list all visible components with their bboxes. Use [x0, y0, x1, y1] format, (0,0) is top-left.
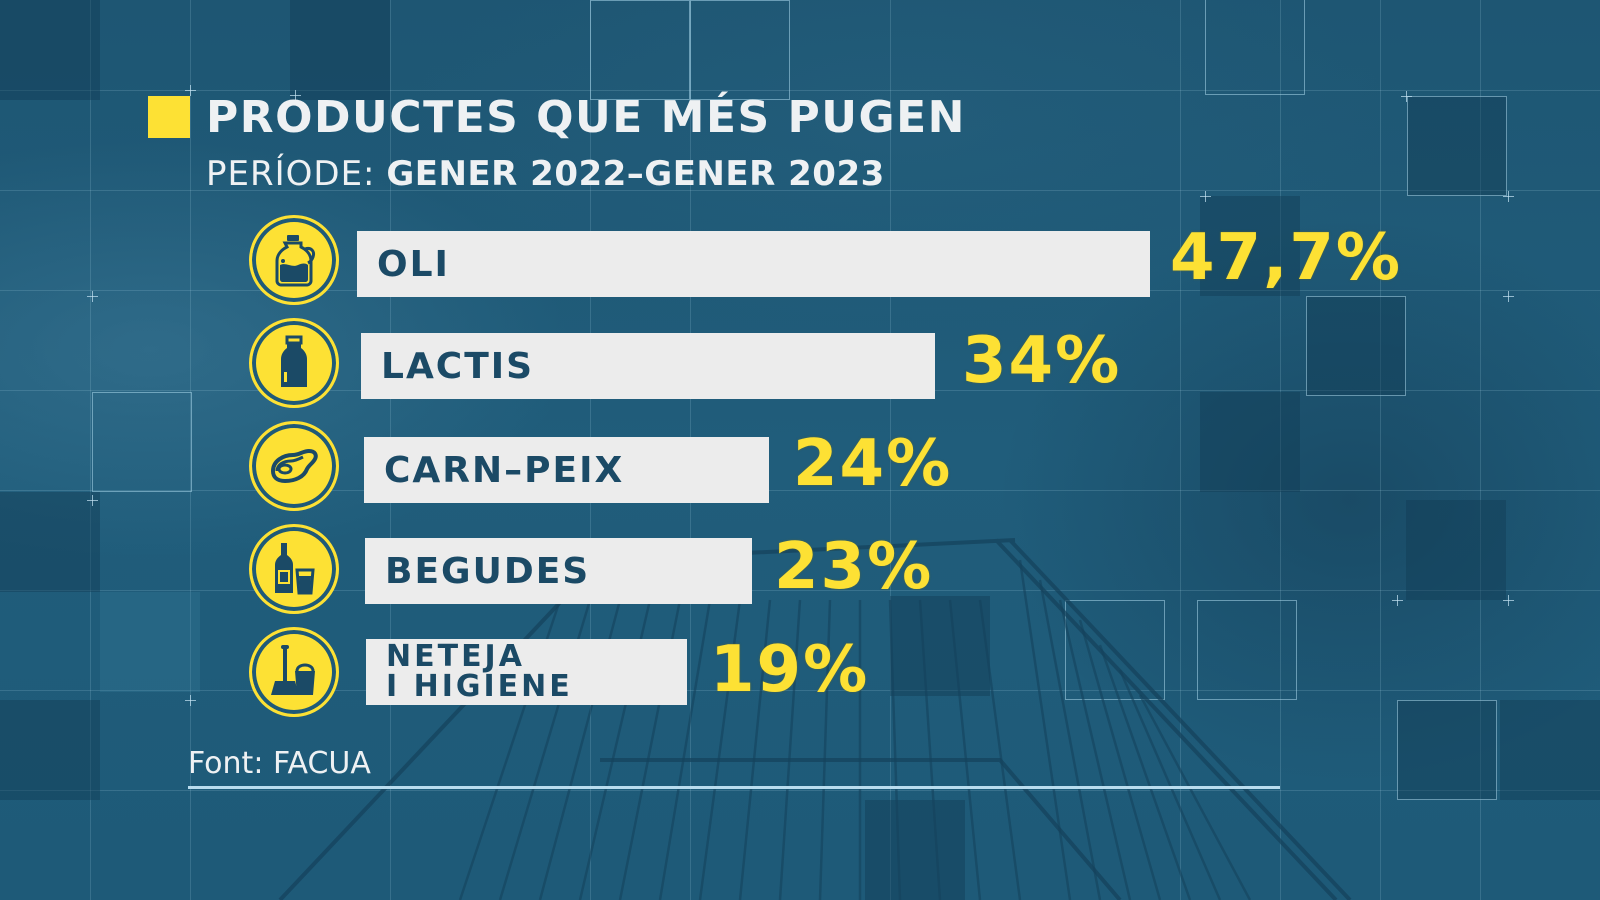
chart-title: PRODUCTES QUE MÉS PUGEN	[206, 92, 966, 143]
value-label-oli: 47,7%	[1170, 221, 1403, 295]
value-label-carn-peix: 24%	[793, 427, 953, 501]
bar-row-oli: OLI 47,7%	[0, 215, 1600, 315]
value-label-neteja-higiene: 19%	[710, 633, 870, 707]
steak-icon	[249, 421, 339, 511]
bar-begudes: BEGUDES	[365, 538, 752, 604]
period-value: GENER 2022–GENER 2023	[386, 154, 885, 194]
oil-jug-icon	[249, 215, 339, 305]
bar-label: BEGUDES	[385, 550, 591, 592]
milk-bottle-icon	[249, 318, 339, 408]
bar-row-carn-peix: CARN–PEIX 24%	[0, 421, 1600, 521]
period-label: PERÍODE:	[206, 154, 376, 194]
value-label-lactis: 34%	[962, 324, 1122, 398]
bar-label: NETEJA I HIGIENE	[386, 639, 573, 705]
source-caption: Font: FACUA	[188, 746, 371, 781]
bar-label: LACTIS	[381, 345, 535, 387]
title-accent-square	[148, 96, 190, 138]
bar-lactis: LACTIS	[361, 333, 935, 399]
bar-row-neteja-higiene: NETEJA I HIGIENE 19%	[0, 627, 1600, 727]
footer-divider	[188, 786, 1280, 789]
bar-oli: OLI	[357, 231, 1150, 297]
bar-label-line-2: I HIGIENE	[386, 669, 573, 704]
bottle-and-glass-icon	[249, 524, 339, 614]
bar-label: CARN–PEIX	[384, 449, 625, 491]
value-label-begudes: 23%	[774, 530, 934, 604]
bar-neteja-higiene: NETEJA I HIGIENE	[366, 639, 687, 705]
bar-label-line-1: NETEJA	[386, 639, 525, 674]
bar-row-begudes: BEGUDES 23%	[0, 524, 1600, 624]
bar-row-lactis: LACTIS 34%	[0, 318, 1600, 418]
chart-subtitle: PERÍODE: GENER 2022–GENER 2023	[206, 152, 885, 196]
bar-carn-peix: CARN–PEIX	[364, 437, 769, 503]
broom-and-bucket-icon	[249, 627, 339, 717]
bar-label: OLI	[377, 243, 450, 285]
